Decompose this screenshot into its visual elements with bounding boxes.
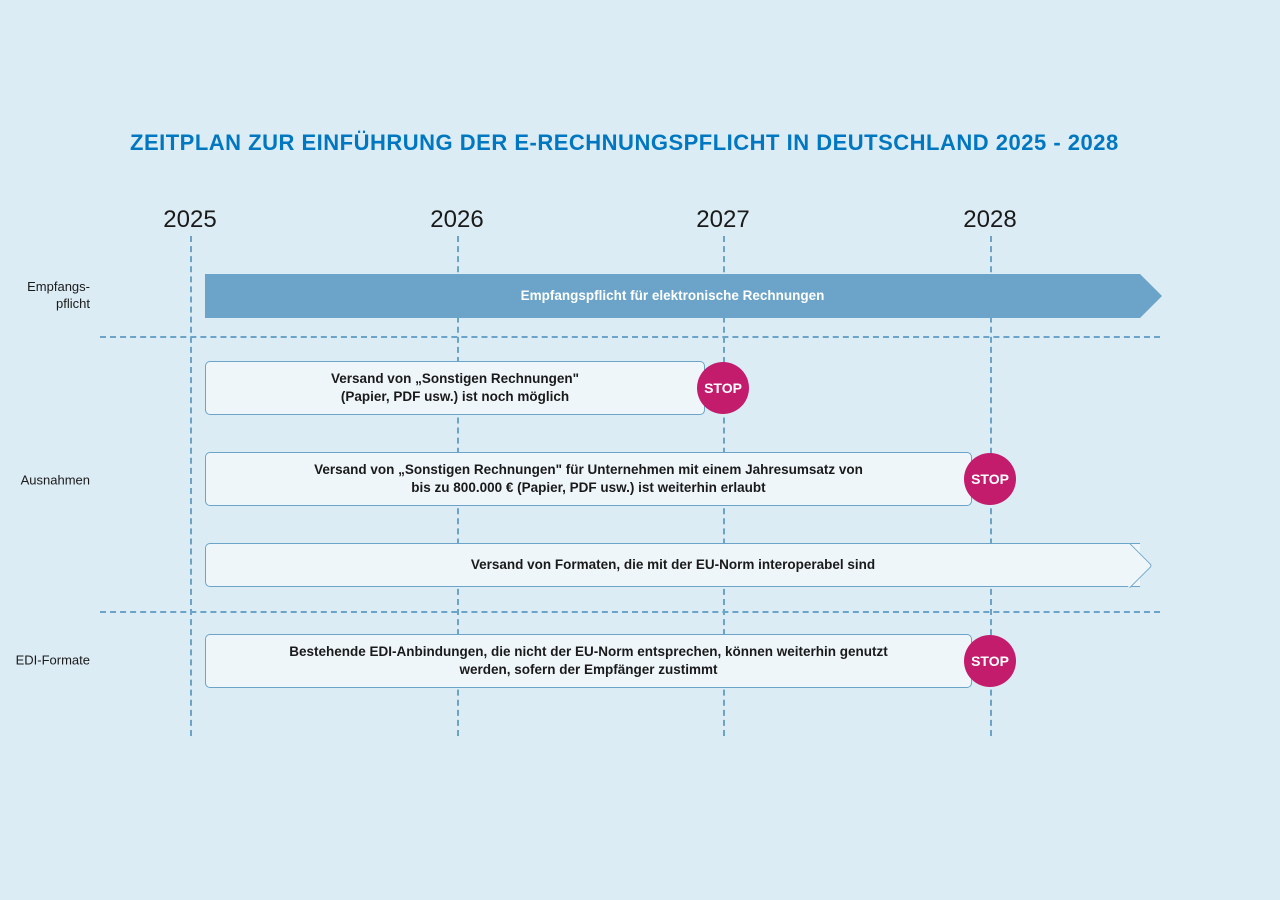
row-divider	[100, 336, 1160, 338]
bar-eu-norm: Versand von Formaten, die mit der EU-Nor…	[205, 543, 1140, 587]
year-label-2027: 2027	[696, 206, 749, 234]
bar-sonstige-2: Versand von „Sonstigen Rechnungen" für U…	[205, 452, 972, 506]
year-gridline	[190, 236, 192, 736]
row-label-ausnahmen: Ausnahmen	[10, 473, 90, 490]
timeline-chart: 2025202620272028Empfangs-pflichtAusnahme…	[100, 246, 1180, 766]
year-label-2028: 2028	[963, 206, 1016, 234]
stop-badge: STOP	[964, 635, 1016, 687]
bar-edi: Bestehende EDI-Anbindungen, die nicht de…	[205, 634, 972, 688]
row-label-edi: EDI-Formate	[10, 653, 90, 670]
row-divider	[100, 611, 1160, 613]
stop-badge: STOP	[697, 362, 749, 414]
bar-sonstige-1: Versand von „Sonstigen Rechnungen"(Papie…	[205, 361, 705, 415]
bar-empfang: Empfangspflicht für elektronische Rechnu…	[205, 274, 1140, 318]
year-label-2025: 2025	[163, 206, 216, 234]
stop-badge: STOP	[964, 453, 1016, 505]
row-label-empfang: Empfangs-pflicht	[10, 279, 90, 313]
year-label-2026: 2026	[430, 206, 483, 234]
page-title: ZEITPLAN ZUR EINFÜHRUNG DER E-RECHNUNGSP…	[130, 130, 1180, 156]
